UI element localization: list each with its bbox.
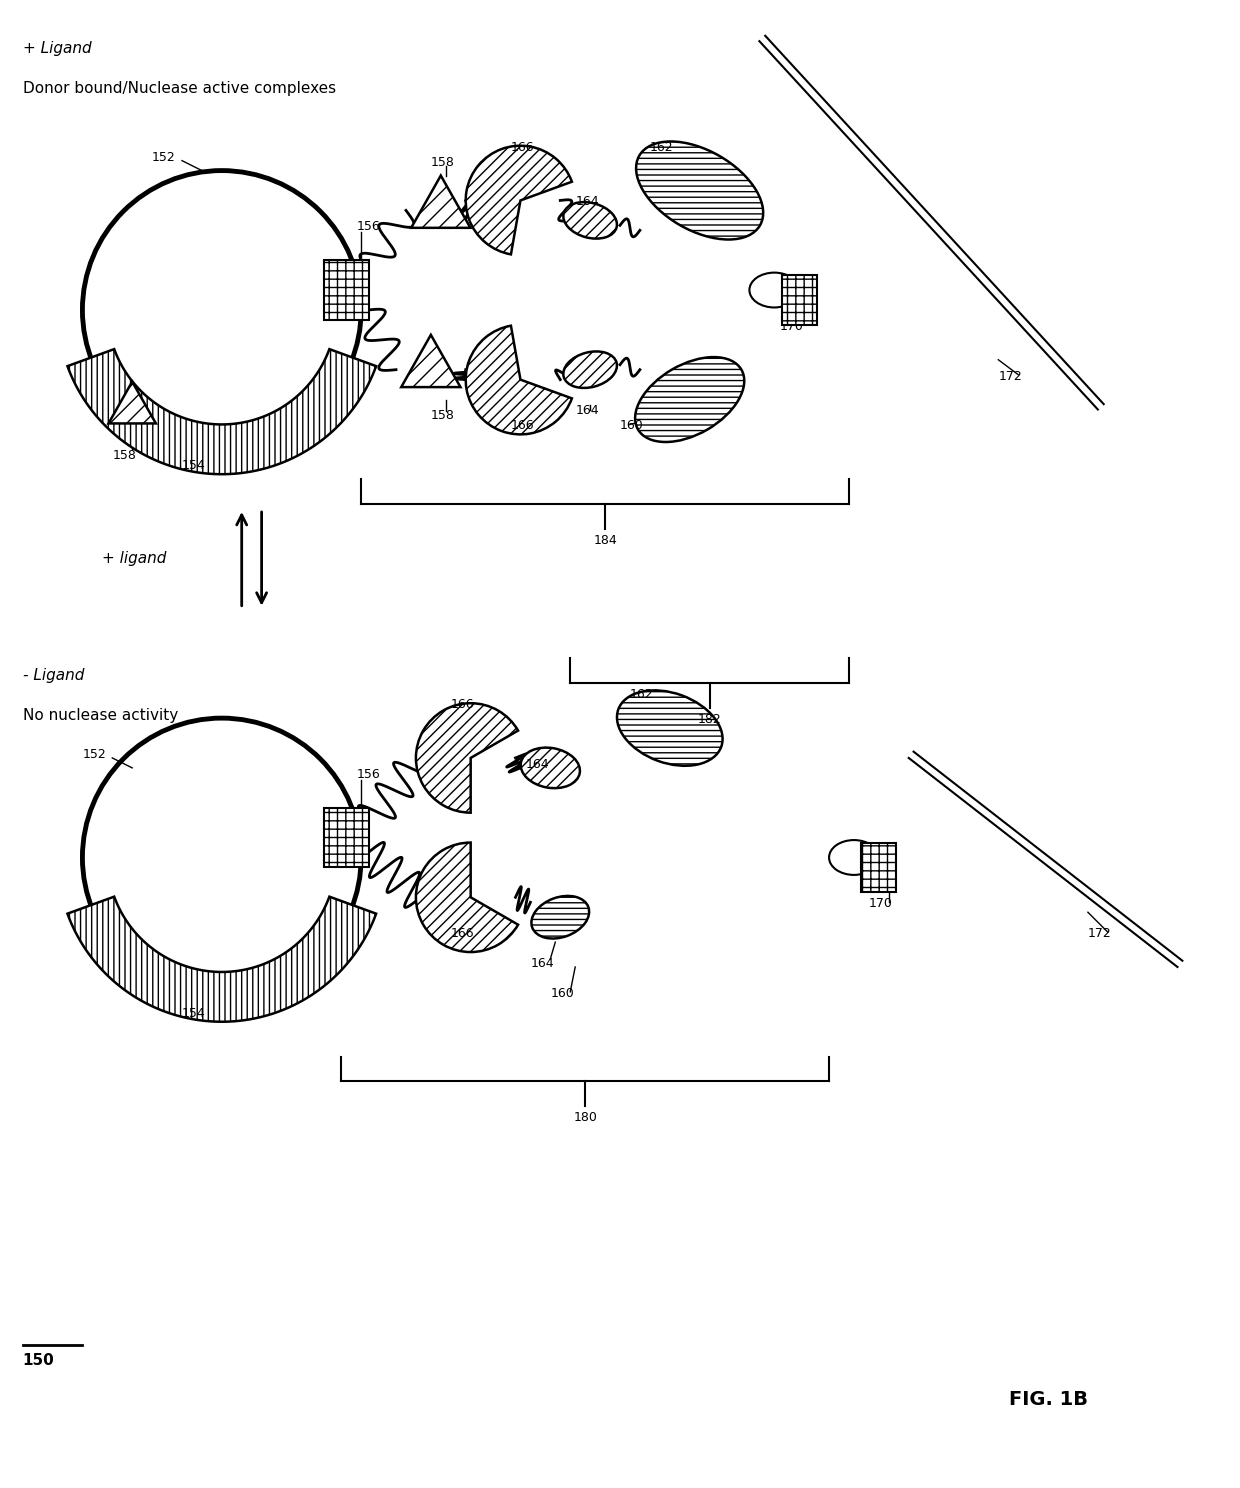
Polygon shape	[109, 381, 156, 424]
Text: 164: 164	[575, 405, 599, 418]
Text: 180: 180	[573, 1112, 598, 1125]
Text: 152: 152	[82, 748, 107, 760]
Text: 170: 170	[779, 320, 804, 333]
Text: 158: 158	[430, 156, 455, 168]
Text: 172: 172	[998, 369, 1022, 382]
Bar	[324, 808, 368, 868]
Text: 164: 164	[575, 195, 599, 208]
Text: 156: 156	[356, 768, 379, 781]
Ellipse shape	[521, 747, 580, 789]
Text: 154: 154	[182, 1007, 206, 1019]
Ellipse shape	[830, 841, 879, 875]
Bar	[324, 260, 368, 320]
Text: 166: 166	[511, 420, 534, 433]
Polygon shape	[412, 176, 470, 228]
Ellipse shape	[563, 202, 618, 238]
Polygon shape	[67, 897, 376, 1022]
Text: 158: 158	[430, 409, 455, 423]
Ellipse shape	[563, 351, 618, 388]
Text: 158: 158	[113, 449, 136, 463]
Text: 156: 156	[356, 220, 379, 234]
Polygon shape	[402, 335, 460, 387]
Text: 150: 150	[22, 1353, 55, 1367]
Ellipse shape	[636, 141, 763, 240]
Text: 166: 166	[451, 927, 475, 940]
Wedge shape	[415, 704, 518, 812]
Text: + ligand: + ligand	[103, 552, 166, 567]
Text: 184: 184	[593, 534, 618, 548]
Polygon shape	[67, 350, 376, 475]
Text: 162: 162	[630, 689, 653, 701]
Text: 160: 160	[620, 420, 644, 433]
Text: 182: 182	[698, 713, 722, 726]
Ellipse shape	[749, 272, 800, 308]
Text: 162: 162	[650, 141, 673, 153]
Text: - Ligand: - Ligand	[22, 668, 84, 683]
Ellipse shape	[618, 690, 723, 766]
Wedge shape	[466, 146, 572, 254]
Text: 166: 166	[511, 141, 534, 153]
Text: 172: 172	[1087, 927, 1111, 940]
Ellipse shape	[635, 357, 744, 442]
Text: 152: 152	[153, 150, 176, 164]
Ellipse shape	[532, 896, 589, 939]
Text: No nuclease activity: No nuclease activity	[22, 708, 177, 723]
Text: 164: 164	[531, 957, 554, 970]
Text: 170: 170	[869, 897, 893, 911]
Bar	[862, 842, 897, 893]
Text: 166: 166	[451, 698, 475, 711]
Bar	[781, 275, 817, 324]
Text: 154: 154	[182, 460, 206, 472]
Wedge shape	[415, 842, 518, 952]
Text: Donor bound/Nuclease active complexes: Donor bound/Nuclease active complexes	[22, 80, 336, 97]
Wedge shape	[466, 326, 572, 434]
Text: FIG. 1B: FIG. 1B	[1008, 1390, 1087, 1409]
Text: 160: 160	[551, 987, 574, 1000]
Text: 164: 164	[526, 757, 549, 771]
Text: + Ligand: + Ligand	[22, 42, 92, 57]
